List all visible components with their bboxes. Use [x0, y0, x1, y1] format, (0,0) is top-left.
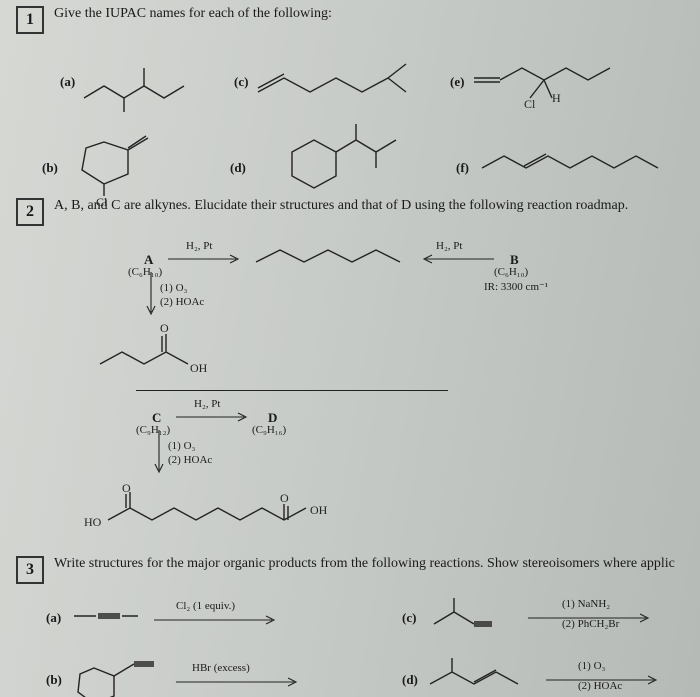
q2-A-step2: (2) HOAc [160, 296, 204, 308]
q2-product2: HO OH O O [78, 486, 378, 542]
q2: 2 A, B, and C are alkynes. Elucidate the… [16, 198, 688, 554]
q2-B-cond: H₂, Pt [436, 240, 462, 252]
q1-label-e: (e) [450, 74, 464, 90]
q2-roadmap: A (C₆H₁₀) H₂, Pt H₂, Pt B (C₆H₁₀) IR: 33… [16, 234, 688, 554]
q1-structure-a [82, 62, 212, 112]
page: 1 Give the IUPAC names for each of the f… [0, 0, 700, 697]
q3-label-a: (a) [46, 610, 61, 626]
q2-C-cond: H₂, Pt [194, 398, 220, 410]
q2-B-IR: IR: 3300 cm⁻¹ [484, 280, 548, 293]
q1-number: 1 [16, 6, 44, 34]
q2-p1-OH: OH [190, 361, 208, 375]
q2-number: 2 [16, 198, 44, 226]
q1-row2: (b) Cl (d) (f) [16, 124, 688, 194]
q1-e-Cl: Cl [524, 97, 536, 111]
q2-prompt: A, B, and C are alkynes. Elucidate their… [54, 198, 628, 214]
q2-A-cond: H₂, Pt [186, 240, 212, 252]
q3-d-cond1: (1) O₃ [578, 660, 605, 672]
q3-c-cond1: (1) NaNH₂ [562, 598, 610, 610]
q3-grid: (a) Cl₂ (1 equiv.) (c) (1) NaNH₂ (2) PhC… [16, 594, 688, 697]
q2-arrow-A-down [144, 270, 158, 320]
q1: 1 Give the IUPAC names for each of the f… [16, 6, 688, 194]
q2-D-formula: (C₉H₁₆) [252, 424, 286, 436]
q3-prompt: Write structures for the major organic p… [54, 556, 675, 572]
q2-hexane [254, 244, 404, 268]
q2-p1-O: O [160, 321, 169, 335]
q2-divider [136, 390, 448, 391]
q3-c-reagent [426, 596, 516, 632]
q1-row1: (a) (c) (e) H Cl [16, 48, 688, 118]
q2-C-step2: (2) HOAc [168, 454, 212, 466]
q1-structure-d [256, 124, 426, 204]
q3-b-reagent [70, 650, 170, 697]
q1-label-a: (a) [60, 74, 75, 90]
q1-label-f: (f) [456, 160, 469, 176]
q2-A-step1: (1) O₃ [160, 282, 187, 294]
q3-a-cond: Cl₂ (1 equiv.) [176, 600, 235, 612]
q1-label-d: (d) [230, 160, 246, 176]
q3-label-d: (d) [402, 672, 418, 688]
q3-label-b: (b) [46, 672, 62, 688]
q2-arrow-C-down [152, 428, 166, 478]
q2-product1: OH O [94, 324, 244, 380]
q2-B-formula: (C₆H₁₀) [494, 266, 528, 278]
q1-label-b: (b) [42, 160, 58, 176]
q2-p2-O1: O [122, 481, 131, 495]
q1-label-c: (c) [234, 74, 248, 90]
q2-arrow-A [166, 252, 246, 266]
q2-arrow-B [416, 252, 496, 266]
q3-d-reagent [426, 654, 536, 694]
q1-structure-e: H Cl [472, 54, 642, 116]
q2-p2-O2: O [280, 491, 289, 505]
q2-p2-HO: HO [84, 515, 102, 529]
q3-a-reagent [72, 608, 142, 624]
q3-b-cond: HBr (excess) [192, 662, 250, 674]
q3-b-arrow [174, 676, 304, 688]
q3-c-arrow [526, 612, 656, 624]
q1-prompt: Give the IUPAC names for each of the fol… [54, 6, 332, 22]
q2-p2-OH: OH [310, 503, 328, 517]
q1-structure-f [480, 138, 680, 188]
q1-structure-b: Cl [70, 130, 180, 205]
q1-e-H: H [552, 91, 561, 105]
q2-arrow-C [174, 410, 254, 424]
q3: 3 Write structures for the major organic… [16, 556, 688, 697]
q3-number: 3 [16, 556, 44, 584]
q1-structure-c [256, 58, 436, 108]
q3-label-c: (c) [402, 610, 416, 626]
q3-d-arrow [544, 674, 664, 686]
q2-C-step1: (1) O₃ [168, 440, 195, 452]
q3-a-arrow [152, 614, 282, 626]
